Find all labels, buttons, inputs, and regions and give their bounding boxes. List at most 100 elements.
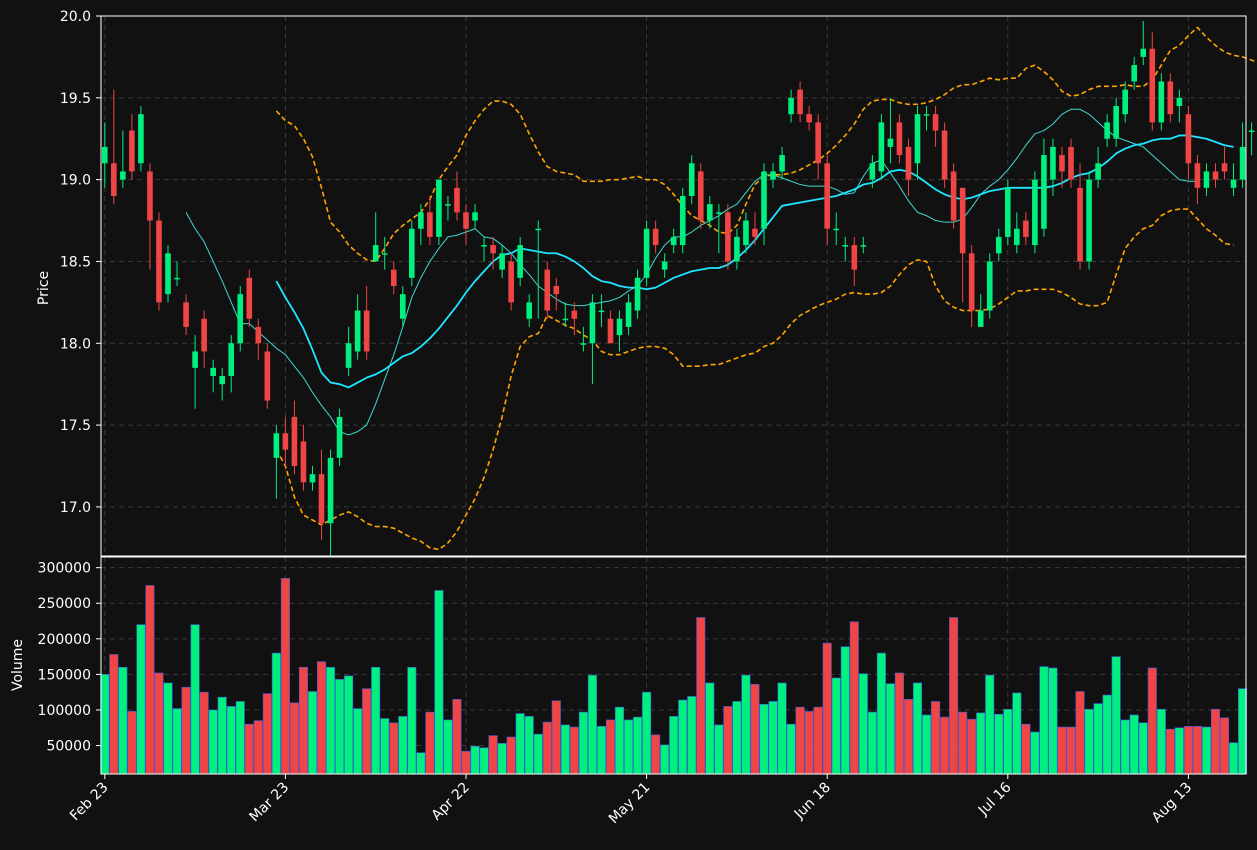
candle-body bbox=[1167, 81, 1174, 115]
candle-body bbox=[165, 253, 171, 295]
candle-body bbox=[409, 228, 415, 278]
candle-body bbox=[842, 245, 849, 247]
candle-body bbox=[1068, 146, 1074, 180]
volume-bar bbox=[985, 674, 995, 775]
volume-bar bbox=[253, 720, 263, 775]
candle-body bbox=[1230, 179, 1237, 188]
volume-bar bbox=[307, 691, 318, 775]
volume-bar bbox=[994, 713, 1004, 775]
volume-bar bbox=[145, 585, 155, 775]
volume-bar bbox=[921, 714, 932, 775]
panel-frames bbox=[100, 15, 1247, 775]
volume-bar bbox=[353, 708, 363, 775]
price-panel-frame bbox=[100, 15, 1247, 557]
volume-bar bbox=[416, 752, 426, 775]
candle-body bbox=[896, 122, 903, 156]
volume-bar bbox=[605, 719, 616, 775]
candle-body bbox=[102, 146, 108, 164]
candle-body bbox=[679, 196, 686, 246]
volume-bar bbox=[289, 702, 299, 775]
candle-body bbox=[634, 277, 641, 311]
volume-bar bbox=[1057, 726, 1067, 775]
volume-bar bbox=[976, 712, 986, 775]
volume-bar bbox=[623, 719, 634, 775]
volume-bar bbox=[876, 652, 886, 775]
candle-body bbox=[210, 367, 216, 376]
volume-bar bbox=[1102, 694, 1112, 775]
volume-bar bbox=[1066, 726, 1076, 775]
volume-bar bbox=[434, 590, 444, 775]
volume-bar bbox=[226, 706, 236, 775]
volume-bar bbox=[1192, 726, 1202, 775]
candle-body bbox=[138, 114, 144, 164]
volume-bar bbox=[398, 716, 408, 775]
volume-bar bbox=[181, 686, 191, 775]
price-y-ticks: 17.0 17.5 18.0 18.5 19.0 19.5 20.0 bbox=[60, 9, 101, 516]
candle-body bbox=[363, 310, 370, 352]
volume-bar bbox=[208, 709, 218, 775]
candle-body bbox=[1059, 155, 1065, 172]
volume-panel-frame bbox=[100, 556, 1247, 775]
volume-bar bbox=[596, 726, 606, 775]
candle-body bbox=[986, 261, 993, 311]
candle-body bbox=[833, 228, 840, 231]
candle-body bbox=[1239, 146, 1246, 180]
volume-bar bbox=[813, 706, 823, 775]
volume-bar bbox=[795, 706, 805, 775]
candle-body bbox=[282, 433, 289, 450]
candle-body bbox=[526, 302, 533, 319]
volume-bar bbox=[1129, 714, 1139, 775]
volume-bar bbox=[940, 716, 950, 775]
candle-body bbox=[499, 253, 505, 270]
volume-bar bbox=[298, 666, 309, 775]
volume-bar bbox=[362, 688, 372, 775]
candle-body bbox=[824, 163, 830, 229]
candle-body bbox=[1122, 89, 1128, 115]
volume-bar bbox=[271, 652, 281, 775]
volume-bar bbox=[723, 706, 733, 775]
candle-body bbox=[544, 269, 551, 311]
candle-body bbox=[1005, 187, 1011, 237]
volume-bar bbox=[750, 684, 760, 775]
price-axis-label: Price bbox=[36, 271, 52, 305]
candle-body bbox=[300, 441, 307, 483]
volume-bar bbox=[931, 701, 941, 775]
volume-bar bbox=[217, 696, 227, 775]
candle-body bbox=[1014, 228, 1020, 246]
volume-bar bbox=[578, 711, 588, 775]
candle-body bbox=[1023, 220, 1029, 237]
volume-bar bbox=[100, 674, 110, 775]
candle-body bbox=[1095, 163, 1101, 180]
candle-body bbox=[670, 236, 677, 246]
volume-bar bbox=[1111, 656, 1121, 775]
candle-body bbox=[616, 318, 623, 336]
volume-bar bbox=[614, 706, 625, 775]
volume-tick-label: 250000 bbox=[38, 596, 91, 612]
volume-bar bbox=[1138, 722, 1148, 775]
price-tick-label: 19.5 bbox=[60, 91, 91, 107]
price-tick-label: 18.0 bbox=[60, 336, 91, 352]
candle-body bbox=[770, 171, 776, 180]
candle-body bbox=[535, 228, 542, 231]
volume-bar bbox=[407, 666, 417, 775]
candle-body bbox=[264, 351, 271, 401]
volume-tick-label: 200000 bbox=[38, 632, 91, 648]
volume-bar bbox=[1039, 666, 1049, 775]
volume-bar bbox=[172, 708, 182, 775]
candle-body bbox=[237, 294, 244, 344]
volume-bar bbox=[335, 679, 345, 775]
volume-bar bbox=[669, 716, 679, 775]
candle-body bbox=[1050, 146, 1056, 180]
volume-bar bbox=[741, 674, 751, 775]
candle-body bbox=[643, 228, 650, 278]
candle-body bbox=[1113, 106, 1119, 139]
volume-bar bbox=[660, 744, 670, 775]
volume-bar bbox=[732, 701, 742, 775]
candle-body bbox=[427, 212, 433, 237]
price-tick-label: 19.0 bbox=[60, 173, 91, 189]
volume-bar bbox=[885, 683, 895, 775]
volume-tick-label: 100000 bbox=[38, 703, 91, 719]
volume-bar bbox=[587, 674, 597, 775]
